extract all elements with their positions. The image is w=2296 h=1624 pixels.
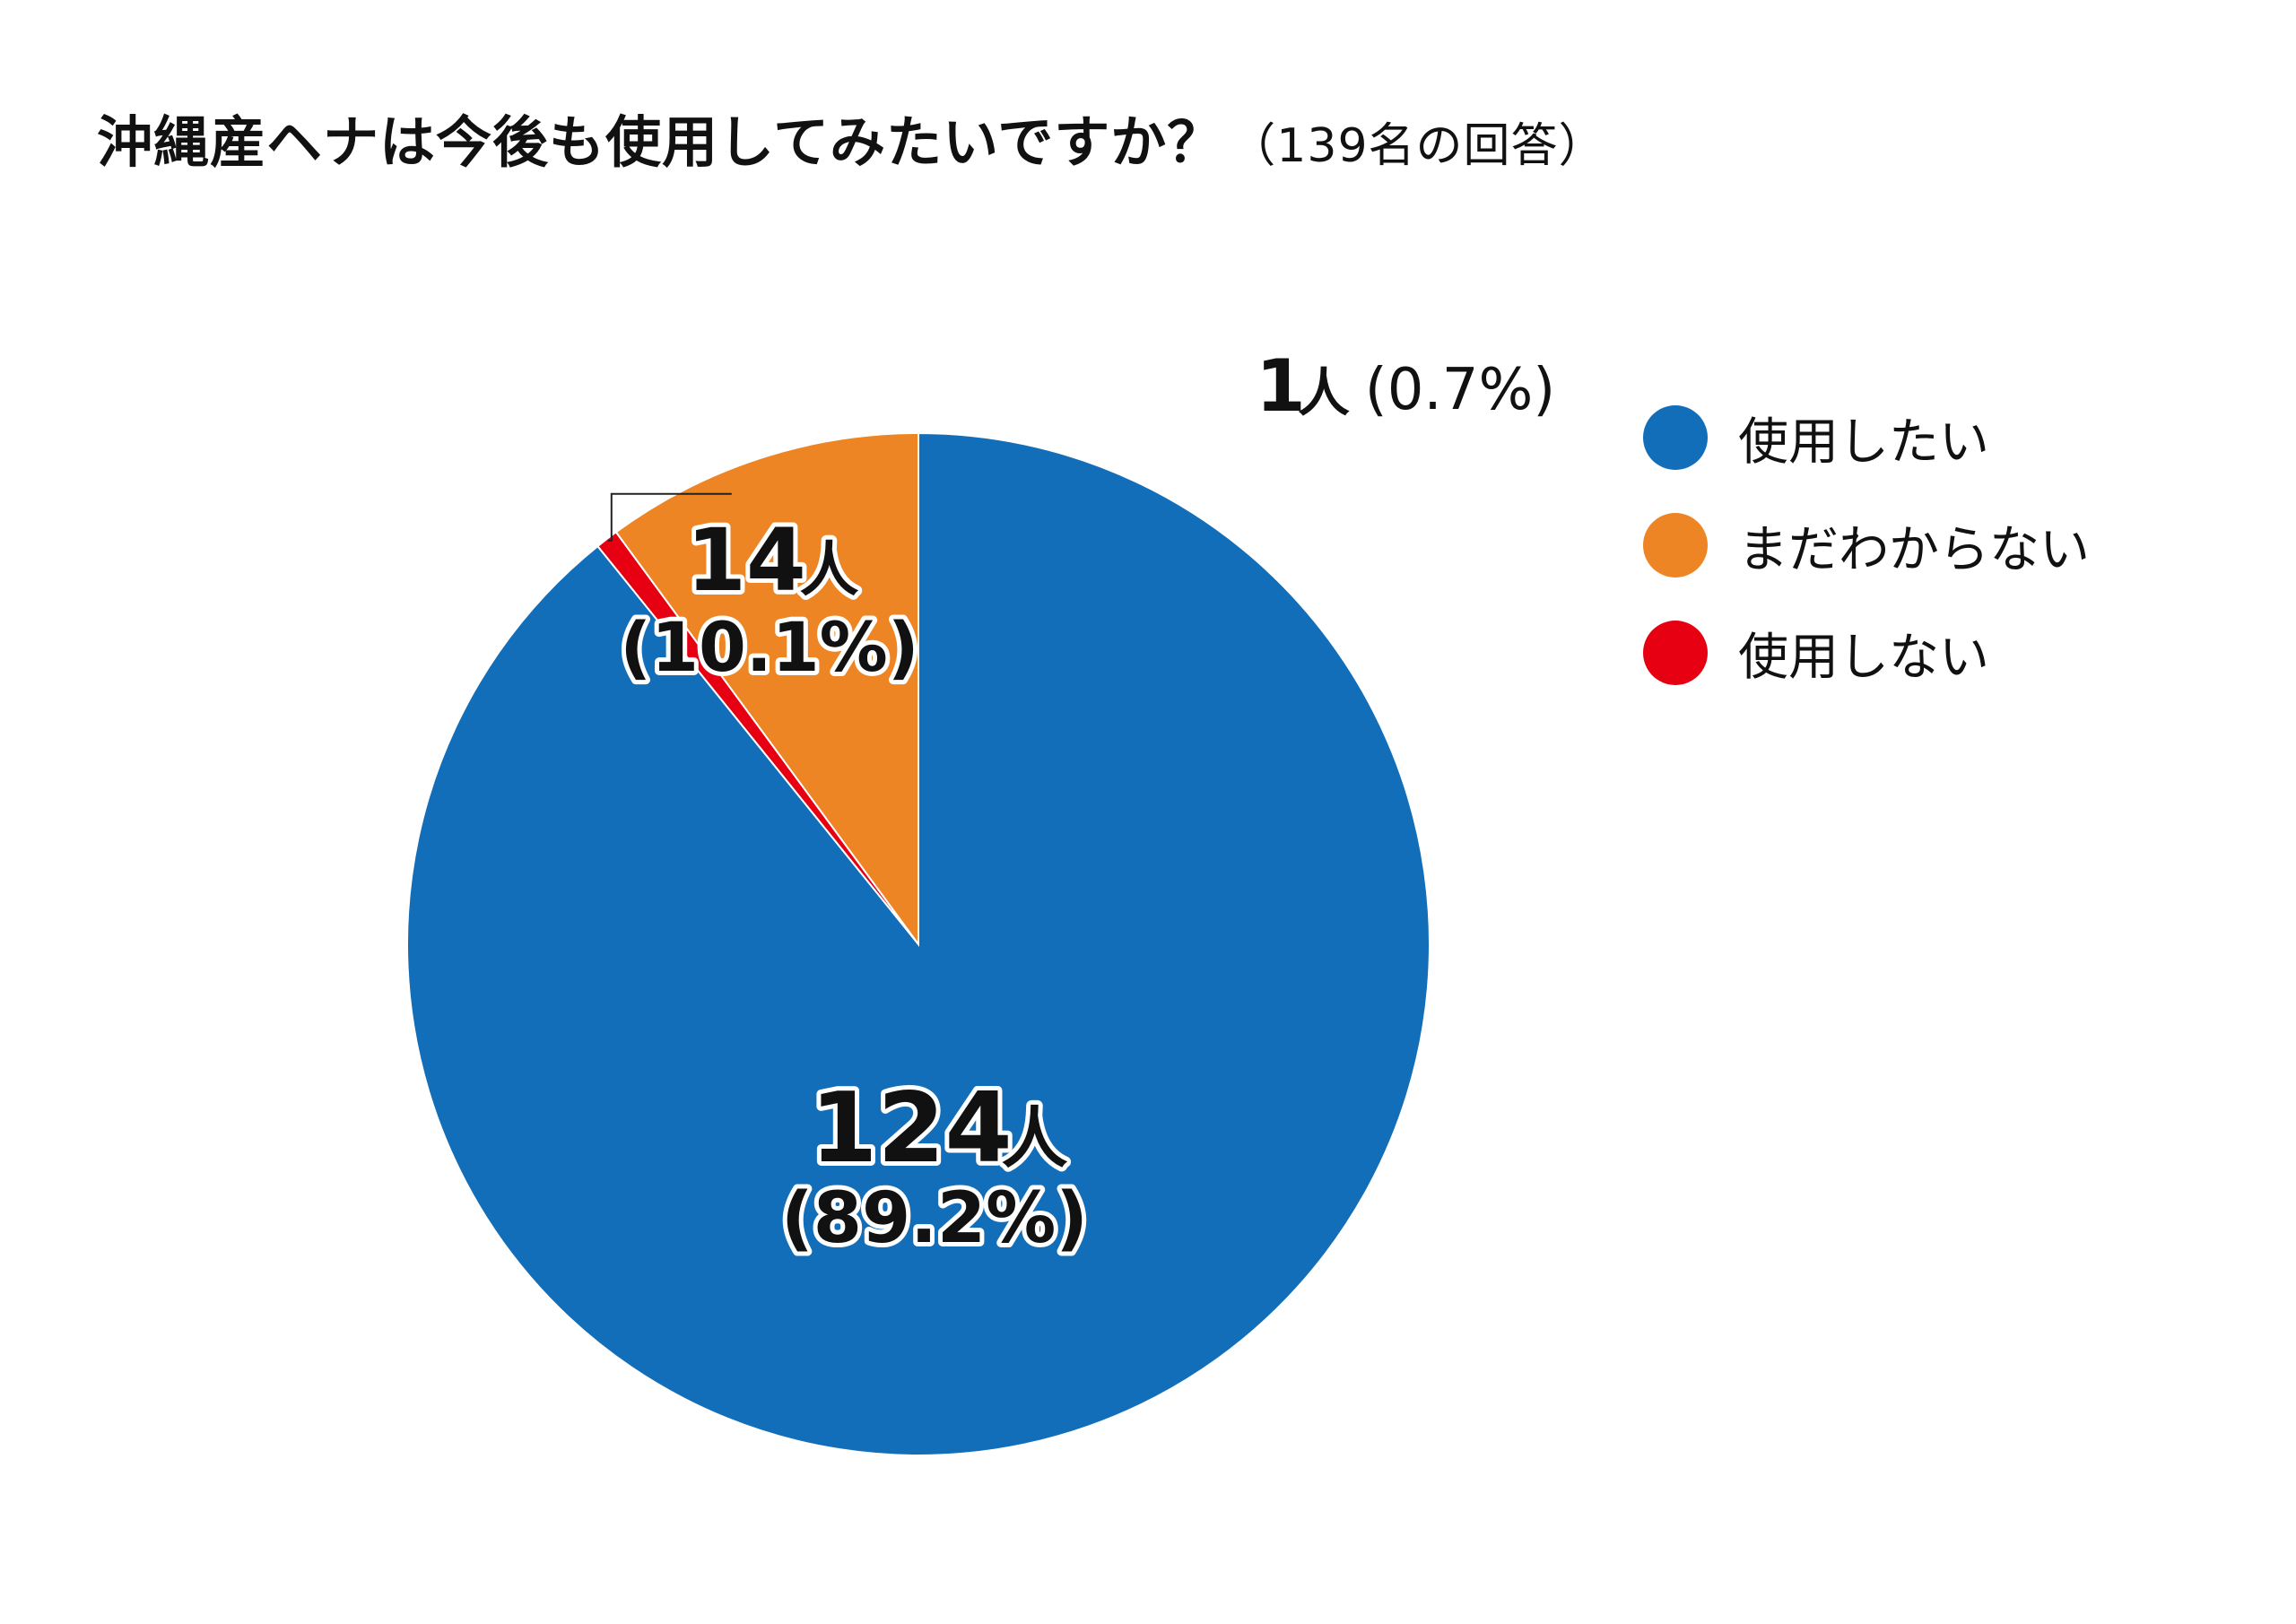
legend-swatch <box>1643 405 1708 470</box>
pie-slices <box>406 431 1431 1456</box>
slice-label-unit-0: 人 <box>1001 1100 1067 1177</box>
slice-label-count-1: 1 <box>1256 344 1306 428</box>
legend-label: 使用したい <box>1738 413 1989 472</box>
slice-label-unit-2: 人 <box>800 535 859 604</box>
chart-title-respondents: （139名の回答） <box>1229 119 1606 173</box>
chart-title-main: 沖縄産ヘナは今後も使用してみたいですか？ <box>97 109 1224 175</box>
legend-swatch <box>1643 621 1708 685</box>
legend-item-undecided: まだわからない <box>1643 491 2090 599</box>
legend-item-want-to-use: 使用したい <box>1643 384 2090 491</box>
slice-label-count-2: 14 <box>686 510 806 611</box>
pie-slice-2 <box>614 431 919 948</box>
slice-label-percent-1: (0.7%) <box>1365 357 1556 423</box>
leader-line-1 <box>607 492 732 542</box>
slice-label-percent-2: (10.1%) <box>620 607 918 687</box>
legend-label: 使用しない <box>1738 628 1989 687</box>
chart-title: 沖縄産ヘナは今後も使用してみたいですか？ （139名の回答） <box>97 97 1606 178</box>
legend: 使用したい まだわからない 使用しない <box>1643 384 2090 707</box>
legend-swatch <box>1643 513 1708 578</box>
slice-label-percent-0: (89.2%) <box>781 1178 1088 1259</box>
slice-label-count-0: 124 <box>810 1073 1012 1185</box>
legend-item-will-not-use: 使用しない <box>1643 599 2090 707</box>
slice-label-unit-1: 人 <box>1298 362 1350 423</box>
legend-label: まだわからない <box>1738 520 2090 579</box>
